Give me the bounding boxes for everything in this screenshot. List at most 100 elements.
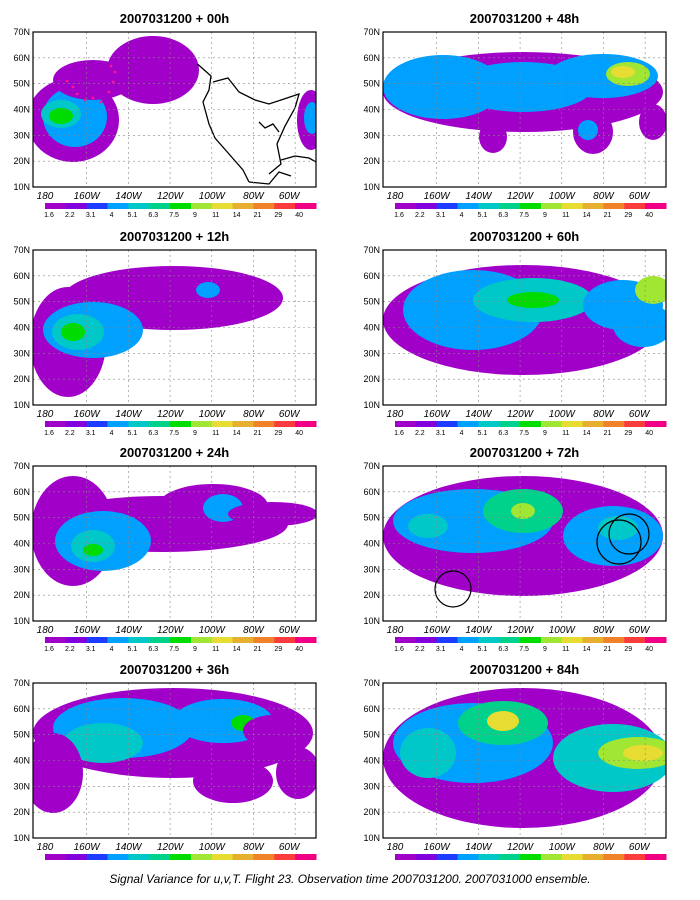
colorbar-label: 4 xyxy=(110,430,114,437)
target-circle xyxy=(596,519,642,565)
colorbar-label: 11 xyxy=(562,430,569,437)
colorbar-label: 9 xyxy=(543,212,547,219)
colorbar-swatch xyxy=(603,637,625,643)
lon-label: 160W xyxy=(74,409,102,420)
colorbar-label: 5.1 xyxy=(478,212,488,219)
colorbar-swatch xyxy=(253,637,275,643)
colorbar-label: 2.2 xyxy=(65,430,75,437)
colorbar-swatch xyxy=(45,421,67,427)
lat-label: 10N xyxy=(13,182,30,192)
variance-contour xyxy=(83,544,103,556)
colorbar-label: 3.1 xyxy=(436,646,446,653)
variance-contour xyxy=(578,120,598,140)
colorbar-swatch xyxy=(295,203,317,209)
colorbar-swatch xyxy=(211,637,234,643)
lon-label: 80W xyxy=(243,191,265,202)
flight-track-point xyxy=(83,98,87,102)
colorbar-label: 29 xyxy=(274,430,282,437)
colorbar-swatch xyxy=(232,854,254,860)
colorbar-swatch xyxy=(86,421,109,427)
target-circle xyxy=(608,513,650,555)
lon-label: 180 xyxy=(387,191,404,202)
lon-label: 100W xyxy=(549,625,577,636)
lon-label: 60W xyxy=(279,625,301,636)
colorbar-label: 1.6 xyxy=(394,646,404,653)
colorbar-label: 9 xyxy=(543,646,547,653)
colorbar-label: 40 xyxy=(645,430,653,437)
flight-track-point xyxy=(75,92,79,96)
variance-contour xyxy=(408,514,448,538)
lon-label: 100W xyxy=(549,409,577,420)
lat-label: 70N xyxy=(363,245,380,255)
flight-track-point xyxy=(113,70,117,74)
colorbar-swatch xyxy=(624,637,646,643)
lon-label: 100W xyxy=(199,191,227,202)
colorbar-swatch xyxy=(149,421,171,427)
lat-label: 60N xyxy=(363,53,380,63)
lon-label: 80W xyxy=(593,409,615,420)
lat-label: 30N xyxy=(363,130,380,140)
map-frame xyxy=(382,31,667,188)
lon-label: 60W xyxy=(279,409,301,420)
lat-label: 40N xyxy=(363,105,380,115)
lon-label: 100W xyxy=(199,409,227,420)
colorbar-swatch xyxy=(253,421,275,427)
lat-label: 60N xyxy=(363,271,380,281)
lon-label: 160W xyxy=(74,842,102,853)
lon-label: 60W xyxy=(629,409,651,420)
lat-label: 50N xyxy=(363,730,380,740)
colorbar-label: 11 xyxy=(212,430,219,437)
colorbar-swatch xyxy=(645,854,667,860)
lon-label: 180 xyxy=(37,191,54,202)
colorbar-label: 2.2 xyxy=(415,212,425,219)
colorbar-swatch xyxy=(170,637,192,643)
map-panel-8: 2007031200 + 84h 70N 60N 50N 40N 30N 20N 10N 180… xyxy=(363,662,667,870)
colorbar-label: 40 xyxy=(295,430,303,437)
colorbar-swatch xyxy=(582,203,604,209)
colorbar-label: 7.5 xyxy=(519,212,529,219)
colorbar-swatch xyxy=(582,421,604,427)
lon-label: 180 xyxy=(387,625,404,636)
lat-label: 50N xyxy=(13,79,30,89)
lat-label: 30N xyxy=(13,781,30,791)
lon-label: 120W xyxy=(507,191,535,202)
variance-contour xyxy=(228,502,316,526)
colorbar-swatch xyxy=(253,854,275,860)
variance-contour xyxy=(53,60,133,100)
colorbar-label: 1.6 xyxy=(394,430,404,437)
lat-label: 70N xyxy=(13,678,30,688)
lat-label: 40N xyxy=(363,323,380,333)
colorbar-swatch xyxy=(603,854,625,860)
lat-label: 20N xyxy=(363,807,380,817)
lat-label: 20N xyxy=(363,590,380,600)
lon-label: 80W xyxy=(243,409,265,420)
variance-contour xyxy=(479,121,507,153)
colorbar-label: 7.5 xyxy=(519,646,529,653)
colorbar-swatch xyxy=(45,203,67,209)
colorbar-swatch xyxy=(274,854,296,860)
colorbar-label: 14 xyxy=(583,212,591,219)
colorbar-swatch xyxy=(211,421,234,427)
colorbar-label: 7.5 xyxy=(169,212,179,219)
colorbar-label: 5.1 xyxy=(128,212,138,219)
lon-label: 120W xyxy=(157,625,185,636)
lat-label: 10N xyxy=(13,616,30,626)
colorbar-swatch xyxy=(274,637,296,643)
map-frame xyxy=(382,682,667,839)
colorbar-swatch xyxy=(170,203,192,209)
colorbar-swatch xyxy=(499,203,521,209)
colorbar-swatch xyxy=(170,854,192,860)
colorbar-swatch xyxy=(86,203,109,209)
variance-contour xyxy=(196,282,220,298)
colorbar-swatch xyxy=(107,854,129,860)
colorbar-swatch xyxy=(211,203,234,209)
lat-label: 50N xyxy=(363,513,380,523)
colorbar-swatch xyxy=(128,854,150,860)
lon-label: 80W xyxy=(593,625,615,636)
colorbar-swatch xyxy=(457,637,479,643)
map-frame xyxy=(382,465,667,622)
colorbar-swatch xyxy=(520,854,542,860)
colorbar-label: 9 xyxy=(193,430,197,437)
colorbar-swatch xyxy=(86,854,109,860)
lon-label: 120W xyxy=(507,625,535,636)
